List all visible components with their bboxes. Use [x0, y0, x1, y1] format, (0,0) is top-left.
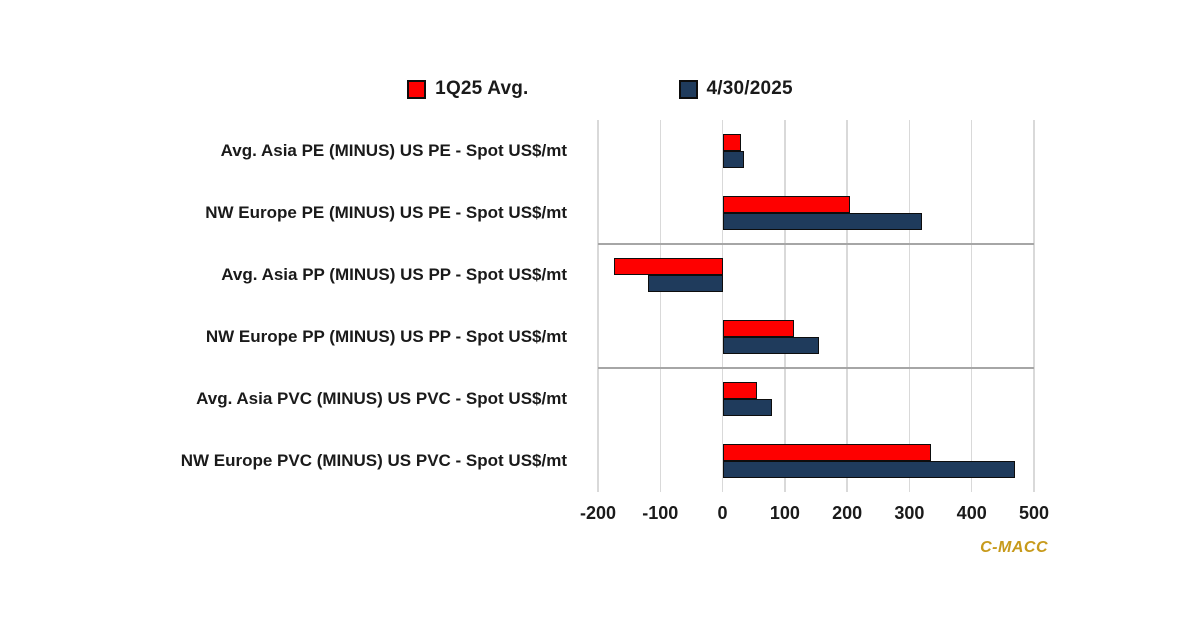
gridline — [970, 120, 973, 492]
category-labels: Avg. Asia PE (MINUS) US PE - Spot US$/mt… — [0, 120, 583, 492]
x-tick-label: 500 — [1018, 503, 1050, 523]
bar-1q25-avg — [722, 196, 851, 213]
x-tick-label: -200 — [579, 503, 617, 523]
gridline — [1033, 120, 1035, 492]
bar-4-30-2025 — [722, 399, 773, 416]
plot-area — [597, 120, 1035, 492]
bar-4-30-2025 — [722, 151, 745, 168]
group-separator — [598, 367, 1034, 369]
legend-label-1q25-avg: 1Q25 Avg. — [435, 78, 529, 99]
x-tick-label: 0 — [717, 503, 728, 523]
gridline — [908, 120, 911, 492]
legend-swatch-red — [407, 79, 427, 99]
category-label: Avg. Asia PVC (MINUS) US PVC - Spot US$/… — [196, 389, 567, 408]
x-tick-label: 300 — [894, 503, 925, 523]
bar-4-30-2025 — [722, 337, 820, 354]
watermark: C-MACC — [980, 539, 1048, 556]
gridline — [721, 120, 724, 492]
gridline — [659, 120, 662, 492]
x-tick-label: -100 — [642, 503, 679, 523]
bar-1q25-avg — [722, 134, 742, 151]
bar-1q25-avg — [613, 258, 723, 275]
bar-4-30-2025 — [647, 275, 723, 292]
category-label: Avg. Asia PP (MINUS) US PP - Spot US$/mt — [221, 265, 567, 284]
bar-1q25-avg — [722, 320, 795, 337]
category-label: NW Europe PE (MINUS) US PE - Spot US$/mt — [205, 203, 567, 222]
legend-item-1q25-avg: 1Q25 Avg. — [407, 78, 528, 100]
x-tick-label: 400 — [956, 503, 987, 523]
category-label: NW Europe PP (MINUS) US PP - Spot US$/mt — [205, 327, 567, 346]
bar-4-30-2025 — [722, 213, 922, 230]
legend-swatch-navy — [678, 79, 698, 99]
x-axis: -200 -100 0 100 200 300 400 500 — [580, 503, 1049, 529]
category-label: NW Europe PVC (MINUS) US PVC - Spot US$/… — [180, 451, 567, 470]
gridline — [597, 120, 599, 492]
x-tick-label: 100 — [769, 503, 800, 523]
gridline — [784, 120, 786, 492]
x-tick-label: 200 — [832, 503, 863, 523]
legend-item-4-30-2025: 4/30/2025 — [678, 78, 793, 100]
bar-4-30-2025 — [722, 461, 1016, 478]
bar-1q25-avg — [722, 382, 757, 399]
gridline — [846, 120, 848, 492]
legend: 1Q25 Avg. 4/30/2025 — [0, 78, 1200, 100]
category-label: Avg. Asia PE (MINUS) US PE - Spot US$/mt — [220, 141, 567, 160]
legend-label-4-30-2025: 4/30/2025 — [706, 78, 793, 99]
group-separator — [598, 243, 1034, 245]
bar-1q25-avg — [722, 444, 932, 461]
